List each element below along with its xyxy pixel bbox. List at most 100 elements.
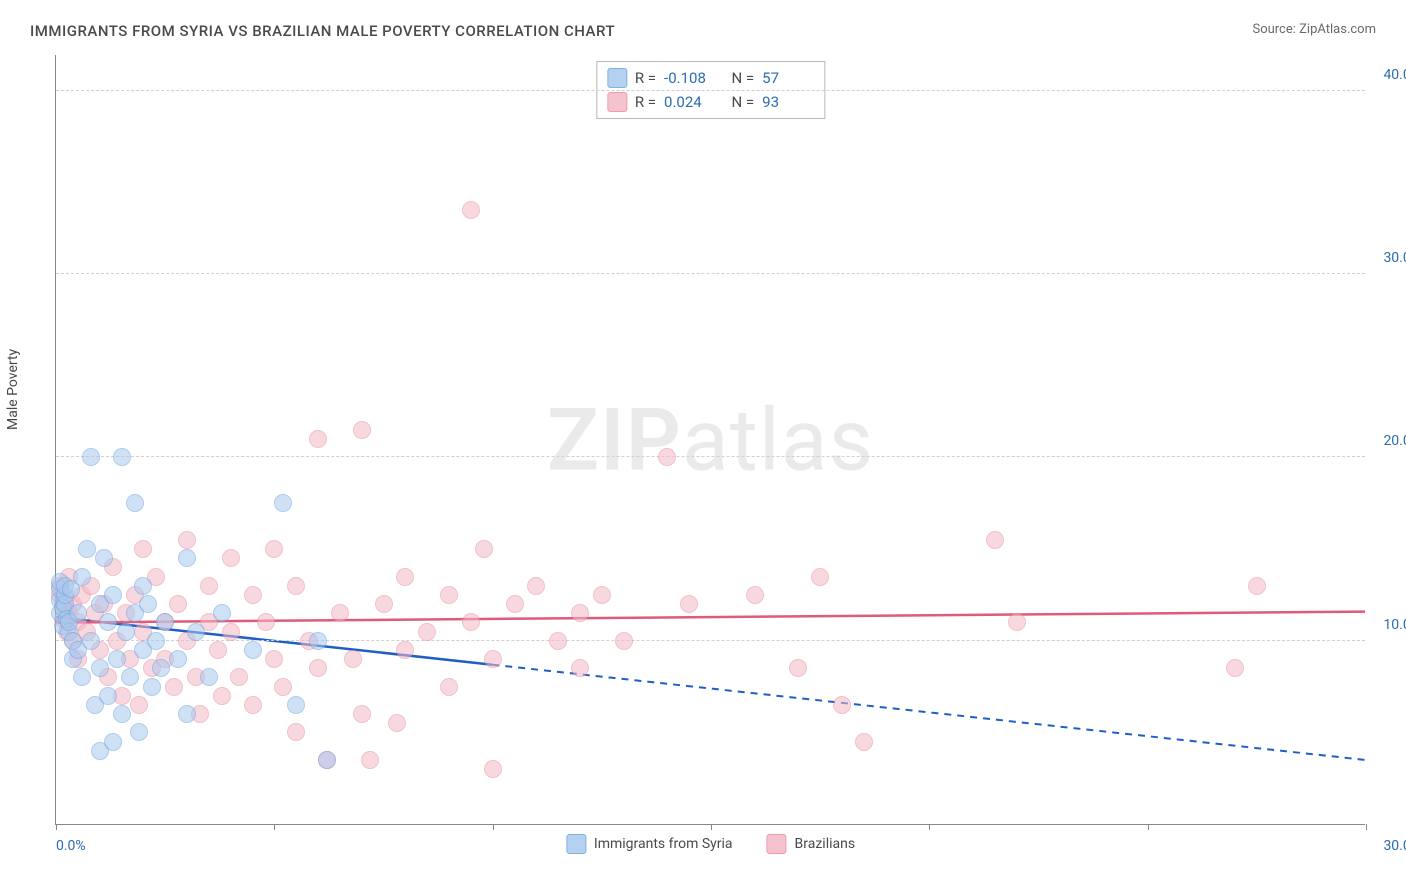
scatter-point [396, 641, 414, 659]
scatter-point [615, 632, 633, 650]
plot-area: ZIPatlas R = -0.108 N = 57R = 0.024 N = … [55, 55, 1365, 825]
scatter-point [178, 531, 196, 549]
scatter-point [318, 751, 336, 769]
scatter-point [113, 448, 131, 466]
scatter-point [78, 540, 96, 558]
scatter-point [230, 668, 248, 686]
scatter-point [187, 623, 205, 641]
scatter-point [95, 549, 113, 567]
scatter-point [1008, 613, 1026, 631]
scatter-point [833, 696, 851, 714]
scatter-point [287, 723, 305, 741]
scatter-point [244, 696, 262, 714]
scatter-point [130, 723, 148, 741]
source-attribution: Source: ZipAtlas.com [1252, 22, 1376, 37]
chart-title: IMMIGRANTS FROM SYRIA VS BRAZILIAN MALE … [30, 22, 615, 40]
legend-label: Brazilians [795, 836, 856, 852]
x-tick-label: 0.0% [56, 838, 86, 854]
scatter-point [789, 659, 807, 677]
scatter-point [91, 659, 109, 677]
gridline [56, 273, 1365, 274]
scatter-point [506, 595, 524, 613]
source-name: ZipAtlas.com [1299, 22, 1376, 37]
gridline [56, 90, 1365, 91]
scatter-point [152, 659, 170, 677]
scatter-point [147, 632, 165, 650]
scatter-point [309, 659, 327, 677]
scatter-point [680, 595, 698, 613]
scatter-point [134, 540, 152, 558]
scatter-point [73, 568, 91, 586]
stats-row: R = 0.024 N = 93 [607, 90, 814, 114]
scatter-point [1248, 577, 1266, 595]
legend-label: Immigrants from Syria [594, 836, 733, 852]
scatter-point [593, 586, 611, 604]
series-legend: Immigrants from Syria Brazilians [566, 834, 855, 854]
scatter-point [353, 705, 371, 723]
scatter-point [113, 705, 131, 723]
x-tick [711, 824, 712, 830]
scatter-point [134, 577, 152, 595]
scatter-point [549, 632, 567, 650]
scatter-point [200, 577, 218, 595]
scatter-point [99, 613, 117, 631]
scatter-point [484, 650, 502, 668]
scatter-point [1226, 659, 1244, 677]
scatter-point [222, 623, 240, 641]
scatter-point [571, 604, 589, 622]
stats-n-label: N = [724, 93, 754, 111]
legend-item: Brazilians [767, 834, 856, 854]
scatter-point [165, 678, 183, 696]
scatter-point [82, 632, 100, 650]
scatter-point [353, 421, 371, 439]
stats-n-value: 57 [762, 69, 814, 87]
scatter-point [274, 678, 292, 696]
scatter-point [418, 623, 436, 641]
watermark-atlas: atlas [682, 389, 874, 490]
x-tick [274, 824, 275, 830]
stats-swatch [607, 92, 627, 112]
stats-swatch [607, 68, 627, 88]
scatter-point [361, 751, 379, 769]
scatter-point [287, 577, 305, 595]
scatter-point [855, 733, 873, 751]
gridline [56, 456, 1365, 457]
y-tick-label: 30.0% [1383, 250, 1406, 266]
legend-swatch [767, 834, 787, 854]
scatter-point [388, 714, 406, 732]
scatter-point [375, 595, 393, 613]
scatter-point [156, 613, 174, 631]
scatter-point [82, 448, 100, 466]
y-tick-label: 20.0% [1383, 433, 1406, 449]
scatter-point [746, 586, 764, 604]
scatter-point [143, 678, 161, 696]
scatter-point [440, 678, 458, 696]
scatter-point [244, 641, 262, 659]
scatter-point [178, 705, 196, 723]
scatter-point [104, 733, 122, 751]
scatter-point [200, 668, 218, 686]
scatter-point [104, 586, 122, 604]
scatter-point [475, 540, 493, 558]
x-tick [1366, 824, 1367, 830]
scatter-point [344, 650, 362, 668]
scatter-point [130, 696, 148, 714]
source-label: Source: [1252, 22, 1299, 37]
scatter-point [484, 760, 502, 778]
legend-swatch [566, 834, 586, 854]
scatter-point [178, 549, 196, 567]
scatter-point [527, 577, 545, 595]
stats-r-label: R = [635, 69, 656, 87]
scatter-point [396, 568, 414, 586]
scatter-point [658, 448, 676, 466]
scatter-point [287, 696, 305, 714]
watermark-zip: ZIP [547, 389, 682, 490]
scatter-point [213, 687, 231, 705]
legend-item: Immigrants from Syria [566, 834, 733, 854]
scatter-point [265, 540, 283, 558]
scatter-point [462, 613, 480, 631]
scatter-point [169, 650, 187, 668]
scatter-point [811, 568, 829, 586]
scatter-point [571, 659, 589, 677]
x-tick [929, 824, 930, 830]
